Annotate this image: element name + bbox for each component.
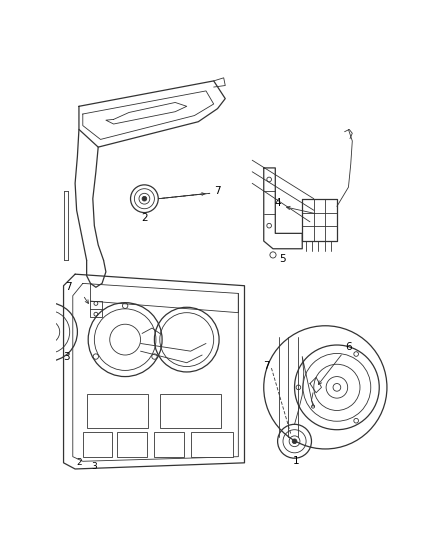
Bar [83,432,112,457]
Bar [155,432,184,457]
Text: 1: 1 [293,456,300,466]
Text: 2: 2 [141,213,148,223]
Text: 3: 3 [92,462,97,471]
Text: 3: 3 [64,352,70,361]
Text: 7: 7 [263,361,269,371]
Circle shape [142,196,147,201]
Bar [117,432,147,457]
Text: 7: 7 [65,282,71,292]
Text: 5: 5 [280,254,286,264]
Text: 4: 4 [274,198,281,207]
Circle shape [292,439,297,443]
Bar [87,393,148,428]
Bar [160,393,221,428]
Text: 6: 6 [345,342,352,352]
Text: 2: 2 [76,458,82,467]
Bar [191,432,233,457]
Text: 7: 7 [214,186,221,196]
Circle shape [43,327,53,336]
